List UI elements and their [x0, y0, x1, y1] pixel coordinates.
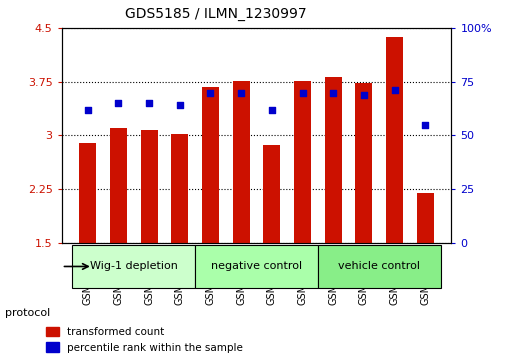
Bar	[171, 134, 188, 242]
Point	[114, 101, 123, 106]
Text: negative control: negative control	[211, 262, 302, 272]
Bar	[386, 37, 403, 242]
Bar	[141, 131, 157, 242]
Point	[329, 90, 338, 96]
Text: protocol: protocol	[5, 308, 50, 318]
Text: Wig-1 depletion: Wig-1 depletion	[90, 262, 177, 272]
Point	[360, 92, 368, 98]
Point	[84, 107, 92, 113]
Point	[206, 90, 214, 96]
Text: vehicle control: vehicle control	[338, 262, 420, 272]
Point	[145, 101, 153, 106]
Point	[299, 90, 307, 96]
Point	[421, 122, 429, 127]
Legend: transformed count, percentile rank within the sample: transformed count, percentile rank withi…	[46, 327, 243, 353]
Point	[175, 103, 184, 108]
Bar	[325, 77, 342, 242]
Point	[237, 90, 245, 96]
Bar	[80, 143, 96, 242]
Point	[268, 107, 276, 113]
FancyBboxPatch shape	[72, 245, 195, 288]
Bar	[202, 87, 219, 242]
Text: GDS5185 / ILMN_1230997: GDS5185 / ILMN_1230997	[125, 7, 306, 21]
FancyBboxPatch shape	[318, 245, 441, 288]
Bar	[233, 81, 250, 242]
FancyBboxPatch shape	[195, 245, 318, 288]
Bar	[110, 129, 127, 242]
Bar	[294, 81, 311, 242]
Bar	[263, 145, 280, 242]
Bar	[356, 82, 372, 242]
Bar	[417, 193, 433, 242]
Point	[390, 88, 399, 93]
